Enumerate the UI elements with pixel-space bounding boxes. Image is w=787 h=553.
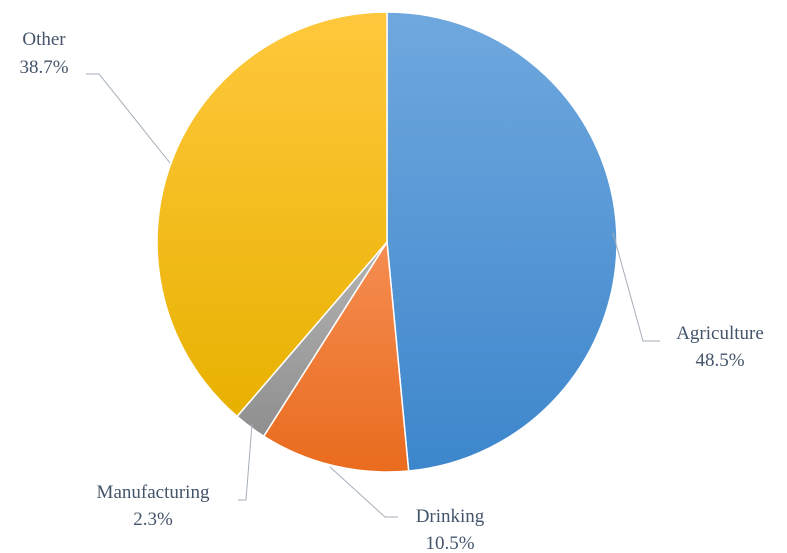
pie-slice-drinking	[262, 239, 410, 473]
pie-slice-other	[156, 11, 388, 418]
label-manufacturing-name: Manufacturing	[97, 482, 210, 503]
data-labels: Agriculture 48.5% Drinking 10.5% Manufac…	[19, 29, 763, 553]
label-other-name: Other	[22, 29, 66, 50]
leader-line-other	[86, 73, 171, 164]
label-other-value: 38.7%	[19, 57, 68, 78]
label-drinking-name: Drinking	[416, 506, 485, 527]
leader-line-drinking	[329, 466, 398, 518]
leader-line-manufacturing	[238, 423, 253, 501]
label-manufacturing-value: 2.3%	[133, 509, 173, 530]
leader-lines	[86, 73, 660, 518]
pie-slices	[156, 11, 618, 473]
label-drinking-value: 10.5%	[425, 533, 474, 553]
pie-slice-agriculture	[386, 11, 618, 472]
label-agriculture-value: 48.5%	[695, 350, 744, 371]
leader-line-agriculture	[612, 232, 660, 342]
label-agriculture-name: Agriculture	[676, 323, 764, 344]
